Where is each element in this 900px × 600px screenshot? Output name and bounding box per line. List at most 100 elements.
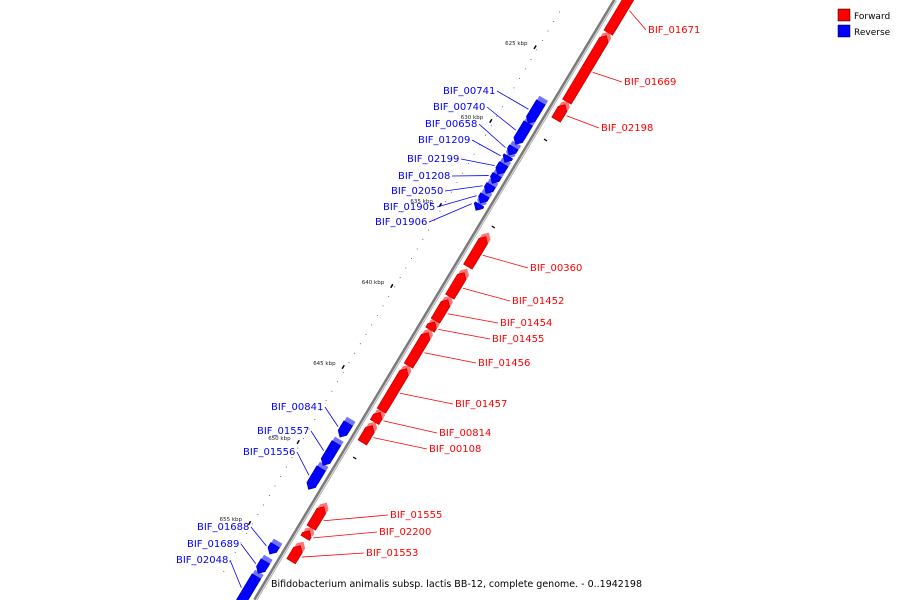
- gene-label[interactable]: BIF_01455: [492, 334, 544, 345]
- minor-tick: [496, 115, 498, 117]
- gene-label[interactable]: BIF_01209: [418, 135, 470, 146]
- gene-leader-line: [428, 203, 472, 223]
- minor-tick: [223, 570, 225, 572]
- minor-tick: [405, 267, 407, 269]
- minor-tick: [513, 87, 515, 89]
- genome-backbone: [253, 0, 617, 600]
- tick-mark: [341, 364, 345, 370]
- minor-tick: [428, 229, 430, 231]
- minor-tick: [411, 257, 413, 259]
- tick-mark: [491, 225, 496, 229]
- gene-leader-line: [592, 71, 623, 83]
- minor-tick: [268, 494, 270, 496]
- gene-label-layer: BIF_01671 BIF_01669 BIF_02198 BIF_00741 BIF_…: [176, 10, 700, 588]
- gene-label[interactable]: BIF_01456: [478, 358, 530, 369]
- gene-label[interactable]: BIF_01688: [197, 522, 249, 533]
- gene-feature[interactable]: [256, 558, 271, 574]
- minor-tick: [337, 381, 339, 383]
- tick-layer: 625 kbp 630 kbp 635 kbp 640 kbp 645 kbp 650 k…: [220, 11, 596, 572]
- minor-tick: [251, 523, 253, 525]
- minor-tick: [359, 343, 361, 345]
- tick-mark: [247, 520, 252, 526]
- minor-tick: [297, 447, 299, 449]
- genome-backbone-layer: [253, 0, 617, 600]
- gene-feature[interactable]: [403, 332, 431, 369]
- gene-feature[interactable]: [551, 104, 568, 123]
- gene-feature[interactable]: [267, 542, 280, 555]
- gene-label[interactable]: BIF_01556: [243, 447, 295, 458]
- minor-tick: [302, 438, 304, 440]
- gene-leader-line: [324, 406, 339, 427]
- gene-label[interactable]: BIF_01669: [624, 77, 676, 88]
- tick-label: 630 kbp: [461, 115, 484, 121]
- minor-tick: [365, 333, 367, 335]
- gene-leader-line: [447, 313, 499, 324]
- gene-label[interactable]: BIF_01457: [455, 399, 507, 410]
- gene-label[interactable]: BIF_00814: [439, 428, 491, 439]
- gene-label[interactable]: BIF_01905: [383, 202, 435, 213]
- gene-label[interactable]: BIF_02200: [379, 527, 431, 538]
- gene-feature[interactable]: [320, 440, 341, 466]
- minor-tick: [274, 485, 276, 487]
- gene-leader-line: [444, 185, 483, 192]
- minor-tick: [547, 30, 549, 32]
- minor-tick: [228, 561, 230, 563]
- gene-feature[interactable]: [236, 573, 262, 600]
- minor-tick: [325, 400, 327, 402]
- gene-label[interactable]: BIF_00360: [530, 263, 582, 274]
- gene-label[interactable]: BIF_00841: [271, 402, 323, 413]
- tick-label: 625 kbp: [505, 41, 528, 47]
- minor-tick: [388, 295, 390, 297]
- gene-feature[interactable]: [357, 425, 375, 446]
- gene-label[interactable]: BIF_02048: [176, 555, 228, 566]
- gene-feature[interactable]: [300, 530, 312, 541]
- minor-tick: [502, 106, 504, 108]
- gene-leader-line: [383, 420, 438, 434]
- gene-feature[interactable]: [306, 465, 326, 490]
- gene-label[interactable]: BIF_01454: [500, 318, 552, 329]
- gene-label[interactable]: BIF_01553: [366, 548, 418, 559]
- gene-feature[interactable]: [286, 545, 303, 565]
- gene-feature[interactable]: [513, 120, 533, 145]
- gene-label[interactable]: BIF_01208: [398, 171, 450, 182]
- minor-tick: [416, 248, 418, 250]
- gene-label[interactable]: BIF_02198: [601, 123, 653, 134]
- gene-label[interactable]: BIF_01452: [512, 296, 564, 307]
- gene-feature[interactable]: [337, 420, 353, 438]
- legend-reverse-label: Reverse: [854, 28, 891, 38]
- minor-tick: [445, 201, 447, 203]
- gene-layer: [236, 0, 635, 600]
- gene-label[interactable]: BIF_02050: [391, 186, 443, 197]
- minor-tick: [473, 153, 475, 155]
- tick-mark: [489, 118, 493, 124]
- minor-tick: [234, 551, 236, 553]
- gene-label[interactable]: BIF_00108: [429, 444, 481, 455]
- gene-label[interactable]: BIF_00740: [433, 102, 485, 113]
- minor-tick: [456, 182, 458, 184]
- minor-tick: [308, 428, 310, 430]
- gene-label[interactable]: BIF_01906: [375, 217, 427, 228]
- gene-feature[interactable]: [463, 236, 488, 270]
- gene-leader-line: [486, 106, 517, 131]
- gene-label[interactable]: BIF_01555: [390, 510, 442, 521]
- tick-label: 655 kbp: [220, 517, 243, 523]
- gene-leader-line: [496, 90, 529, 110]
- gene-label[interactable]: BIF_02199: [407, 154, 459, 165]
- gene-leader-line: [323, 514, 389, 522]
- tick-mark: [352, 456, 357, 460]
- minor-tick: [422, 239, 424, 241]
- gene-label[interactable]: BIF_01689: [187, 539, 239, 550]
- gene-label[interactable]: BIF_01557: [257, 426, 309, 437]
- gene-label[interactable]: BIF_00658: [425, 119, 477, 130]
- minor-tick: [484, 134, 486, 136]
- gene-label[interactable]: BIF_01671: [648, 25, 700, 36]
- gene-label[interactable]: BIF_00741: [443, 86, 495, 97]
- gene-feature[interactable]: [473, 201, 485, 211]
- gene-leader-line: [310, 430, 324, 451]
- gene-leader-line: [250, 526, 267, 547]
- minor-tick: [558, 11, 560, 13]
- gene-leader-line: [240, 543, 257, 564]
- gene-leader-line: [296, 451, 310, 476]
- tick-mark: [543, 138, 548, 142]
